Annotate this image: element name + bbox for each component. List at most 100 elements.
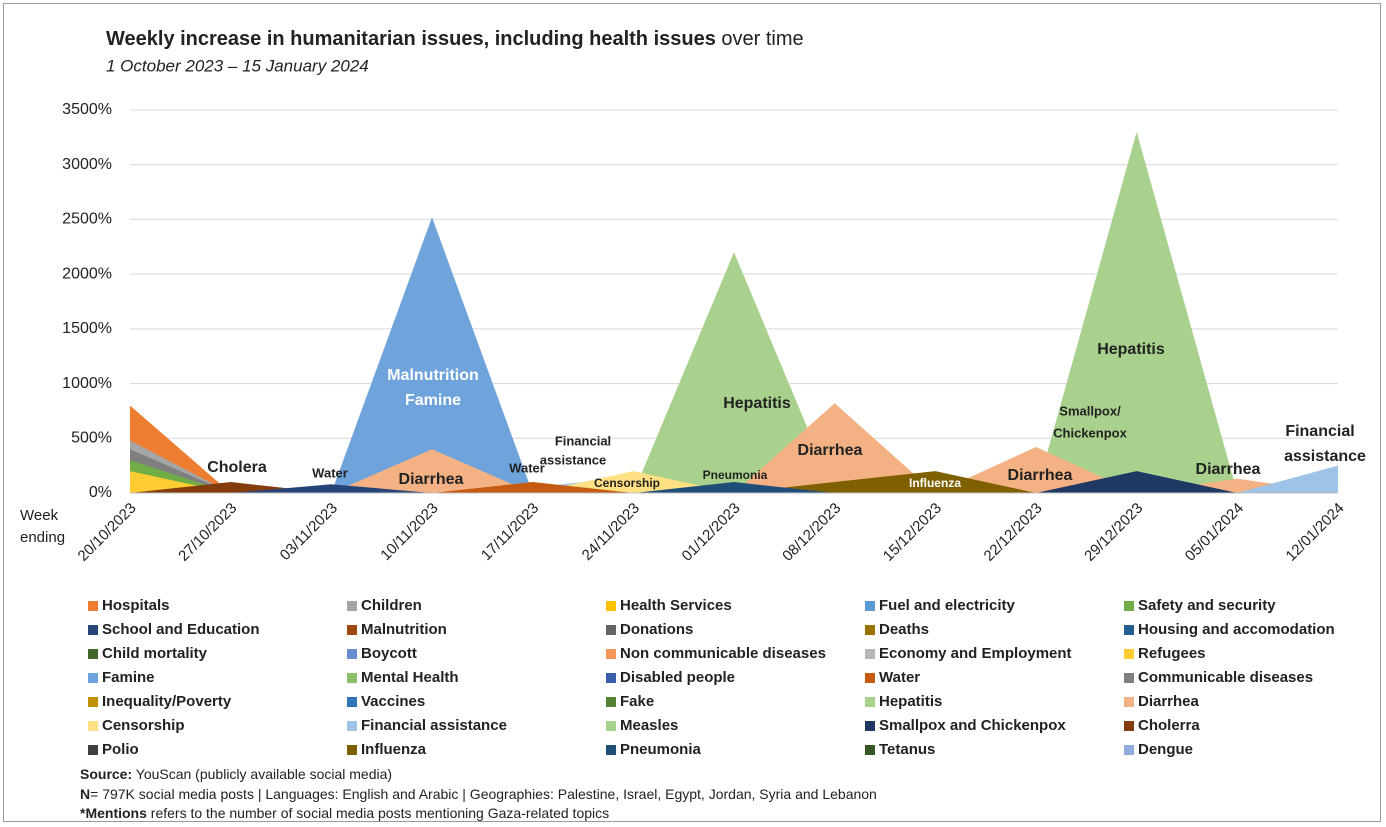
annotation: Influenza: [909, 476, 961, 490]
n-label: N: [80, 786, 90, 802]
annotation: Smallpox/: [1059, 403, 1121, 418]
annotation: Hepatitis: [1097, 341, 1165, 358]
legend-label: Dengue: [1138, 741, 1193, 758]
annotation: Malnutrition: [387, 367, 479, 384]
chart-title: Weekly increase in humanitarian issues, …: [106, 28, 804, 50]
subtitle: 1 October 2023 – 15 January 2024: [106, 56, 369, 75]
legend-swatch: [1124, 601, 1134, 611]
legend-label: Fake: [620, 693, 654, 710]
legend-swatch: [1124, 721, 1134, 731]
legend-label: Refugees: [1138, 645, 1206, 662]
legend-swatch: [606, 697, 616, 707]
legend-label: Famine: [102, 669, 155, 686]
legend-label: Water: [879, 669, 920, 686]
legend-swatch: [865, 697, 875, 707]
legend-label: Economy and Employment: [879, 645, 1072, 662]
annotation: Famine: [405, 392, 461, 409]
x-tick-label: 20/10/2023: [75, 500, 140, 565]
annotation: Diarrhea: [1196, 461, 1261, 478]
legend-swatch: [606, 745, 616, 755]
legend-label: Influenza: [361, 741, 427, 758]
legend-label: Hepatitis: [879, 693, 942, 710]
annotation: Financial: [1285, 423, 1354, 440]
frame: [3, 3, 1381, 822]
legend-swatch: [88, 697, 98, 707]
legend-label: Cholerra: [1138, 717, 1200, 734]
mentions-note: *Mentions refers to the number of social…: [80, 805, 609, 821]
legend-label: Polio: [102, 741, 139, 758]
x-tick-label: 24/11/2023: [579, 500, 643, 564]
annotation: assistance: [540, 452, 607, 467]
annotation: Hepatitis: [723, 395, 791, 412]
legend-label: Children: [361, 597, 422, 614]
plot-area: [130, 109, 1338, 494]
title-bold: Weekly increase in humanitarian issues, …: [106, 28, 716, 50]
legend-swatch: [347, 697, 357, 707]
n-text: = 797K social media posts | Languages: E…: [90, 786, 877, 802]
legend-label: Donations: [620, 621, 693, 638]
legend-swatch: [88, 625, 98, 635]
area: [130, 131, 1338, 493]
legend-swatch: [88, 721, 98, 731]
legend-label: Malnutrition: [361, 621, 447, 638]
x-tick-label: 12/01/2024: [1283, 500, 1348, 565]
annotation: Diarrhea: [798, 442, 863, 459]
source: Source: YouScan (publicly available soci…: [80, 766, 392, 782]
legend-label: Measles: [620, 717, 678, 734]
annotation: Censorship: [594, 476, 660, 490]
legend-label: Safety and security: [1138, 597, 1276, 614]
legend-swatch: [347, 673, 357, 683]
legend-swatch: [1124, 649, 1134, 659]
x-tick-label: 22/12/2023: [981, 500, 1046, 565]
legend-swatch: [88, 649, 98, 659]
legend-label: Child mortality: [102, 645, 208, 662]
legend-swatch: [606, 721, 616, 731]
y-tick-label: 3500%: [62, 101, 112, 118]
x-label: Week: [20, 507, 59, 524]
x-label: ending: [20, 529, 65, 546]
legend-swatch: [865, 745, 875, 755]
legend-swatch: [347, 601, 357, 611]
legend-swatch: [606, 625, 616, 635]
legend-swatch: [865, 649, 875, 659]
x-tick-label: 03/11/2023: [277, 500, 341, 564]
legend-label: School and Education: [102, 621, 260, 638]
source-label: Source:: [80, 766, 132, 782]
legend-label: Tetanus: [879, 741, 935, 758]
legend-label: Smallpox and Chickenpox: [879, 717, 1066, 734]
annotation: Diarrhea: [1008, 467, 1073, 484]
legend-swatch: [1124, 745, 1134, 755]
mentions-text: refers to the number of social media pos…: [147, 805, 609, 821]
x-tick-label: 27/10/2023: [175, 500, 240, 565]
legend-label: Financial assistance: [361, 717, 507, 734]
legend-swatch: [347, 649, 357, 659]
legend-swatch: [88, 673, 98, 683]
x-tick-label: 05/01/2024: [1182, 500, 1247, 565]
legend-swatch: [88, 601, 98, 611]
y-tick-label: 2000%: [62, 265, 112, 282]
annotation: Financial: [555, 433, 611, 448]
legend-swatch: [606, 649, 616, 659]
legend-label: Inequality/Poverty: [102, 693, 232, 710]
x-tick-label: 15/12/2023: [880, 500, 945, 565]
legend-label: Fuel and electricity: [879, 597, 1016, 614]
legend-label: Diarrhea: [1138, 693, 1200, 710]
legend-label: Mental Health: [361, 669, 459, 686]
title-suffix: over time: [721, 28, 803, 50]
annotation: Pneumonia: [703, 468, 768, 482]
legend-label: Pneumonia: [620, 741, 702, 758]
area: [130, 484, 1338, 493]
area: [130, 471, 1338, 493]
y-tick-label: 1000%: [62, 375, 112, 392]
annotation: Chickenpox: [1053, 425, 1127, 440]
annotation: Cholera: [207, 459, 267, 476]
annotation: Diarrhea: [399, 471, 464, 488]
x-tick-label: 29/12/2023: [1081, 500, 1146, 565]
y-tick-label: 3000%: [62, 156, 112, 173]
legend-swatch: [865, 721, 875, 731]
legend-swatch: [347, 745, 357, 755]
legend-swatch: [606, 673, 616, 683]
legend-label: Boycott: [361, 645, 417, 662]
legend-label: Hospitals: [102, 597, 170, 614]
